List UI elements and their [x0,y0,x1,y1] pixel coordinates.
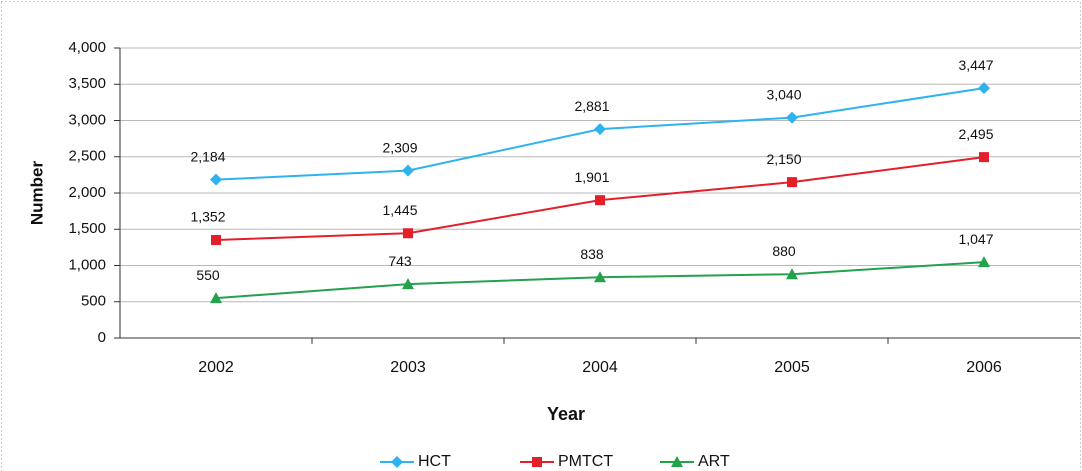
y-axis-label: Number [27,161,46,226]
data-label: 2,309 [382,139,417,155]
legend-marker [671,456,683,467]
data-point [594,123,606,136]
data-point [786,268,798,280]
y-tick-label: 1,500 [68,220,106,237]
x-tick-label: 2004 [582,359,618,376]
data-label: 2,881 [574,98,609,114]
y-tick-label: 1,000 [68,256,106,273]
y-tick-label: 3,500 [68,75,106,92]
x-tick-label: 2002 [198,359,234,376]
y-tick-label: 2,500 [68,148,106,165]
data-label: 1,047 [958,231,993,247]
data-label: 2,150 [766,151,801,167]
data-label: 838 [580,246,604,262]
data-label: 550 [196,267,220,283]
data-label: 3,040 [766,86,801,102]
x-axis-label: Year [547,404,585,424]
data-point [594,271,606,283]
data-point [787,177,797,188]
data-point [978,256,990,268]
legend-marker [532,457,542,467]
data-label: 3,447 [958,57,993,73]
data-point [979,152,989,163]
data-label: 880 [772,243,796,259]
legend-label: ART [698,453,730,470]
data-point [402,164,414,177]
data-point [210,292,222,304]
y-tick-label: 0 [98,329,106,346]
y-tick-label: 3,000 [68,111,106,128]
data-point [403,228,413,239]
data-label: 1,445 [382,202,417,218]
data-label: 743 [388,253,412,269]
data-label: 1,352 [190,209,225,225]
data-point [595,195,605,206]
y-tick-label: 500 [81,293,106,310]
data-point [210,173,222,186]
x-tick-label: 2006 [966,359,1002,376]
x-tick-label: 2005 [774,359,810,376]
legend-label: HCT [418,453,451,470]
data-point [211,234,221,245]
x-tick-label: 2003 [390,359,426,376]
data-label: 2,495 [958,126,993,142]
legend-label: PMTCT [558,453,613,470]
y-tick-label: 4,000 [68,39,106,56]
data-label: 1,901 [574,169,609,185]
y-tick-label: 2,000 [68,184,106,201]
data-point [786,111,798,124]
data-label: 2,184 [190,148,225,164]
data-point [402,278,414,290]
data-point [978,82,990,95]
legend-marker [391,456,403,468]
